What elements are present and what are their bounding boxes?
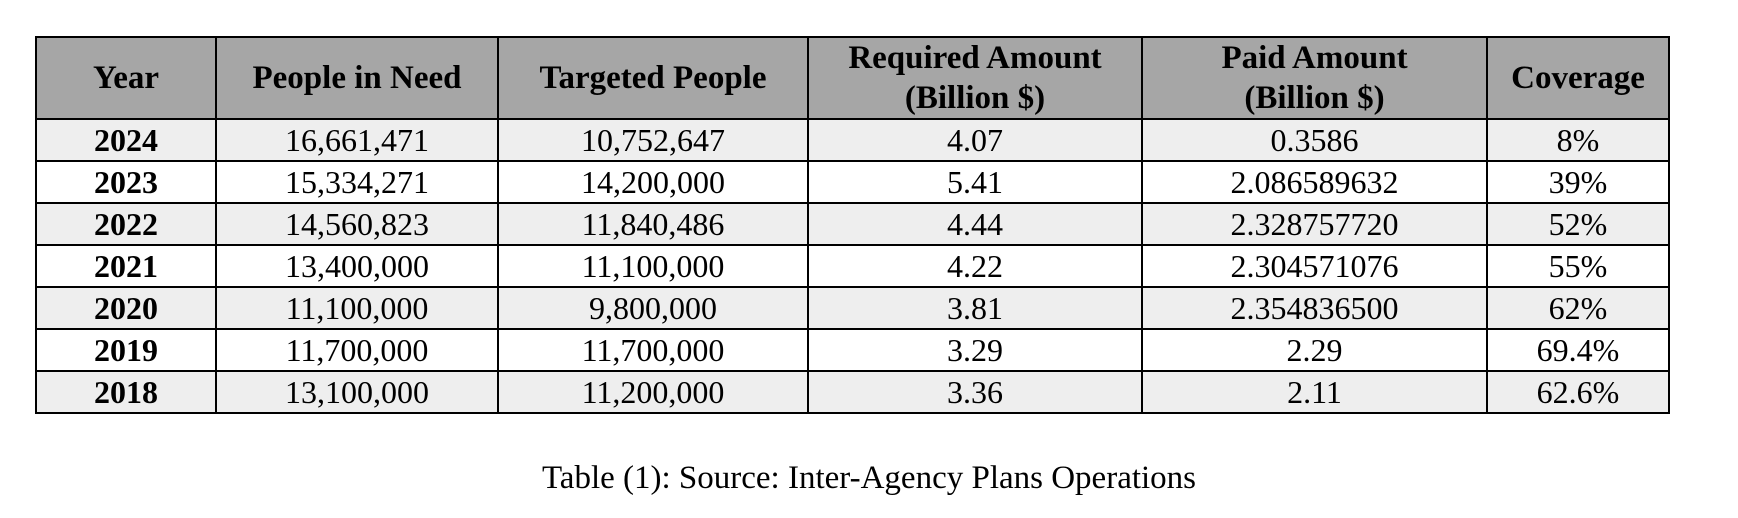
table-caption: Table (1): Source: Inter-Agency Plans Op… bbox=[541, 460, 1197, 496]
people-in-need-cell: 16,661,471 bbox=[215, 118, 499, 162]
header-cell-paid-amount: Paid Amount (Billion $) bbox=[1141, 36, 1488, 120]
header-label: Coverage bbox=[1511, 60, 1645, 96]
required-amount-cell: 3.36 bbox=[807, 370, 1143, 414]
required-amount-cell: 4.07 bbox=[807, 118, 1143, 162]
required-amount-cell: 5.41 bbox=[807, 160, 1143, 204]
header-label: People in Need bbox=[252, 60, 462, 96]
coverage-cell: 62.6% bbox=[1486, 370, 1670, 414]
funding-table: Year People in Need Targeted People Requ… bbox=[35, 36, 1670, 414]
targeted-people-cell: 14,200,000 bbox=[497, 160, 809, 204]
header-label: Paid Amount bbox=[1221, 40, 1408, 76]
header-label: Year bbox=[93, 60, 159, 96]
year-cell: 2019 bbox=[35, 328, 217, 372]
header-sublabel: (Billion $) bbox=[1244, 80, 1385, 116]
paid-amount-cell: 2.29 bbox=[1141, 328, 1488, 372]
coverage-cell: 62% bbox=[1486, 286, 1670, 330]
table-row: 2024 16,661,471 10,752,647 4.07 0.3586 8… bbox=[35, 118, 1670, 162]
year-cell: 2018 bbox=[35, 370, 217, 414]
year-cell: 2021 bbox=[35, 244, 217, 288]
required-amount-cell: 3.81 bbox=[807, 286, 1143, 330]
table-row: 2020 11,100,000 9,800,000 3.81 2.3548365… bbox=[35, 286, 1670, 330]
paid-amount-cell: 2.354836500 bbox=[1141, 286, 1488, 330]
header-cell-year: Year bbox=[35, 36, 217, 120]
required-amount-cell: 4.22 bbox=[807, 244, 1143, 288]
paid-amount-cell: 2.086589632 bbox=[1141, 160, 1488, 204]
targeted-people-cell: 11,840,486 bbox=[497, 202, 809, 246]
year-cell: 2020 bbox=[35, 286, 217, 330]
required-amount-cell: 4.44 bbox=[807, 202, 1143, 246]
targeted-people-cell: 11,200,000 bbox=[497, 370, 809, 414]
paid-amount-cell: 2.328757720 bbox=[1141, 202, 1488, 246]
header-cell-required-amount: Required Amount (Billion $) bbox=[807, 36, 1143, 120]
table-body: 2024 16,661,471 10,752,647 4.07 0.3586 8… bbox=[35, 118, 1670, 414]
coverage-cell: 55% bbox=[1486, 244, 1670, 288]
table-row: 2019 11,700,000 11,700,000 3.29 2.29 69.… bbox=[35, 328, 1670, 372]
targeted-people-cell: 10,752,647 bbox=[497, 118, 809, 162]
header-cell-targeted-people: Targeted People bbox=[497, 36, 809, 120]
header-sublabel: (Billion $) bbox=[904, 80, 1046, 116]
header-row: Year People in Need Targeted People Requ… bbox=[35, 36, 1670, 120]
paid-amount-cell: 2.11 bbox=[1141, 370, 1488, 414]
targeted-people-cell: 11,700,000 bbox=[497, 328, 809, 372]
paid-amount-cell: 0.3586 bbox=[1141, 118, 1488, 162]
people-in-need-cell: 11,700,000 bbox=[215, 328, 499, 372]
coverage-cell: 39% bbox=[1486, 160, 1670, 204]
header-cell-people-in-need: People in Need bbox=[215, 36, 499, 120]
people-in-need-cell: 13,100,000 bbox=[215, 370, 499, 414]
header-label: Required Amount bbox=[848, 40, 1102, 76]
table-row: 2022 14,560,823 11,840,486 4.44 2.328757… bbox=[35, 202, 1670, 246]
targeted-people-cell: 11,100,000 bbox=[497, 244, 809, 288]
header-cell-coverage: Coverage bbox=[1486, 36, 1670, 120]
table-row: 2018 13,100,000 11,200,000 3.36 2.11 62.… bbox=[35, 370, 1670, 414]
coverage-cell: 69.4% bbox=[1486, 328, 1670, 372]
table-row: 2021 13,400,000 11,100,000 4.22 2.304571… bbox=[35, 244, 1670, 288]
header-label: Targeted People bbox=[539, 60, 767, 96]
year-cell: 2024 bbox=[35, 118, 217, 162]
people-in-need-cell: 13,400,000 bbox=[215, 244, 499, 288]
table-row: 2023 15,334,271 14,200,000 5.41 2.086589… bbox=[35, 160, 1670, 204]
year-cell: 2022 bbox=[35, 202, 217, 246]
targeted-people-cell: 9,800,000 bbox=[497, 286, 809, 330]
required-amount-cell: 3.29 bbox=[807, 328, 1143, 372]
paid-amount-cell: 2.304571076 bbox=[1141, 244, 1488, 288]
people-in-need-cell: 11,100,000 bbox=[215, 286, 499, 330]
year-cell: 2023 bbox=[35, 160, 217, 204]
people-in-need-cell: 14,560,823 bbox=[215, 202, 499, 246]
coverage-cell: 52% bbox=[1486, 202, 1670, 246]
people-in-need-cell: 15,334,271 bbox=[215, 160, 499, 204]
coverage-cell: 8% bbox=[1486, 118, 1670, 162]
table-header: Year People in Need Targeted People Requ… bbox=[35, 36, 1670, 120]
